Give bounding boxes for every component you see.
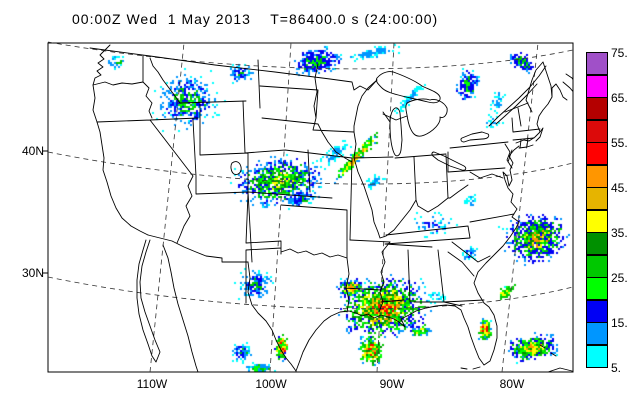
- parallel-40n: [47, 151, 574, 185]
- colorbar-tick-label: 45.: [611, 181, 628, 195]
- baja-peninsula: [136, 239, 161, 363]
- meridian-80w: [501, 42, 539, 373]
- colorbar-cell: [586, 344, 608, 368]
- parallel-30n: [47, 276, 574, 310]
- lon-label-90w: 90W: [379, 377, 405, 391]
- colorbar-cell: [586, 97, 608, 120]
- mexico-border: [147, 234, 249, 263]
- colorbar-tick-label: 15.: [611, 316, 628, 330]
- pacific-coastline: [92, 44, 149, 236]
- lon-label-110w: 110W: [136, 377, 168, 391]
- colorbar-cell: [586, 232, 608, 255]
- state-borders-midwest: [349, 79, 469, 243]
- coast-and-borders-group: [89, 44, 573, 372]
- meridian-100w: [269, 42, 292, 373]
- colorbar-cell: [586, 74, 608, 98]
- colorbar-tick-label: 35.: [611, 226, 628, 240]
- colorbar-cell: [586, 254, 608, 278]
- colorbar-tick-label: 65.: [611, 91, 628, 105]
- map-frame-group: [42, 42, 574, 373]
- atlantic-coastline: [473, 145, 520, 304]
- colorbar-cell: [586, 299, 608, 323]
- rio-grande-border: [247, 261, 297, 372]
- new-england-coast: [515, 73, 573, 144]
- lat-label-30n: 30N: [21, 266, 44, 280]
- lake-superior: [375, 71, 441, 104]
- lake-michigan: [382, 107, 403, 157]
- colorbar-cell: [586, 322, 608, 345]
- colorbar-cell: [586, 52, 608, 75]
- colorbar-tick-label: 55.: [611, 136, 628, 150]
- colorbar-tick-label: 25.: [611, 271, 628, 285]
- colorbar-cell: [586, 142, 608, 165]
- meridian-110w: [149, 42, 185, 373]
- florida-keys: [460, 366, 481, 370]
- mexico-mainland-coast: [162, 244, 199, 372]
- cuba-bahamas-coast: [539, 344, 573, 372]
- colorbar-cell: [586, 164, 608, 188]
- lon-label-100w: 100W: [255, 377, 287, 391]
- lon-label-80w: 80W: [499, 377, 525, 391]
- state-borders-south: [343, 213, 515, 313]
- lake-ontario: [460, 131, 490, 143]
- canada-border: [89, 47, 378, 91]
- state-borders-west: [92, 55, 253, 263]
- lake-erie: [431, 151, 467, 171]
- state-borders-east: [447, 102, 541, 179]
- colorbar-tick-label: 75.: [611, 46, 628, 60]
- colorbar-cell: [586, 187, 608, 210]
- long-island: [518, 144, 534, 149]
- map-frame: [47, 42, 574, 373]
- colorbar-cell: [586, 209, 608, 233]
- colorbar-cell: [586, 119, 608, 143]
- graticule-group: [47, 41, 574, 373]
- parallel-50n: [47, 41, 574, 70]
- st-lawrence-river: [488, 65, 547, 127]
- plot-title: 00:00Z Wed 1 May 2013 T=86400.0 s (24:00…: [72, 11, 439, 27]
- lake-huron: [405, 98, 448, 137]
- gulf-coastline: [295, 302, 498, 372]
- colorbar-cell: [586, 277, 608, 300]
- state-borders-plains: [244, 59, 355, 304]
- meridian-90w: [376, 42, 395, 373]
- colorbar-tick-label: 5.: [611, 361, 622, 375]
- lat-label-40n: 40N: [21, 144, 44, 158]
